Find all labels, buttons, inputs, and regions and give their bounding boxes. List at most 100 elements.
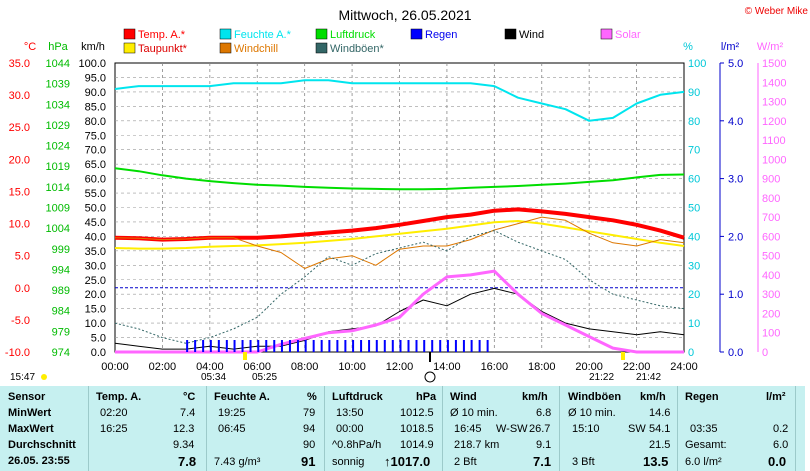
pres-avg-label: ^0.8hPa/h	[332, 439, 382, 451]
tick-wind-13: 35.0	[85, 246, 106, 258]
wind-avg-label: 218.7 km	[454, 439, 500, 451]
hum-header: Feuchte A.	[214, 391, 270, 403]
legend-label-1: Feuchte A.*	[234, 29, 292, 41]
tick-x-5: 10:00	[338, 361, 366, 373]
tick-solar-11: 400	[762, 270, 780, 282]
sunset-marker-icon	[621, 352, 625, 360]
rain-bar-6-1	[265, 340, 268, 352]
moonset-time: 21:42	[636, 372, 661, 383]
pres-max: 1018.5	[400, 423, 434, 435]
tick-wind-10: 50.0	[85, 203, 106, 215]
legend-label-7: Windchill	[234, 43, 278, 55]
rain-max-time: 03:35	[690, 423, 718, 435]
now-sun-icon	[41, 374, 47, 380]
tick-pressure-5: 1019	[46, 161, 70, 173]
tick-solar-12: 300	[762, 289, 780, 301]
tick-pressure-13: 979	[52, 326, 70, 338]
series-line-7	[115, 269, 684, 354]
tick-temp-4: 15.0	[9, 186, 30, 198]
tick-pressure-12: 984	[52, 306, 70, 318]
tick-humidity-10: 0	[688, 347, 694, 359]
gust-max-time: 15:10	[572, 423, 600, 435]
legend-label-3: Regen	[425, 29, 457, 41]
wind-now-label: 2 Bft	[454, 456, 477, 468]
rain-bar-12-1	[407, 340, 410, 352]
series-line-4	[114, 167, 685, 191]
rain-bar-3-2	[202, 340, 205, 352]
series-line-5	[114, 287, 685, 350]
tick-wind-20: 0.0	[91, 347, 106, 359]
rain-bar-8-0	[304, 340, 307, 352]
rain-bar-12-0	[399, 340, 402, 352]
tick-pressure-0: 1044	[46, 58, 70, 70]
legend-swatch-5	[600, 28, 613, 40]
tick-rain-3: 2.0	[728, 231, 743, 243]
gust-unit: km/h	[640, 391, 666, 403]
wind-max-time: 16:45	[454, 423, 482, 435]
rain-bar-11-0	[375, 340, 378, 352]
rain-bar-5-0	[233, 340, 236, 352]
rain-bar-12-2	[415, 340, 418, 352]
tick-solar-1: 1400	[762, 77, 786, 89]
statistics-table: Sensor MinWert MaxWert Durchschnitt 26.0…	[0, 386, 805, 471]
gust-avg: 21.5	[649, 439, 671, 451]
series-line-1	[114, 220, 685, 250]
axis-unit-wind: km/h	[81, 41, 105, 53]
temp-avg: 9.34	[173, 439, 195, 451]
wind-now: 7.1	[533, 454, 552, 469]
temp-min: 7.4	[180, 407, 196, 419]
tick-solar-6: 900	[762, 174, 780, 186]
tick-temp-2: 25.0	[9, 122, 30, 134]
rain-bar-5-2	[249, 340, 252, 352]
row-label-min: MinWert	[8, 407, 52, 419]
sunrise-time: 05:34	[201, 372, 226, 383]
tick-humidity-0: 100	[688, 58, 706, 70]
tick-temp-8: -5.0	[11, 315, 30, 327]
tick-solar-5: 1000	[762, 154, 786, 166]
tick-wind-0: 100.0	[78, 58, 106, 70]
rain-unit: l/m²	[766, 391, 786, 403]
tick-x-6: 12:00	[386, 361, 414, 373]
row-label-sensor: Sensor	[8, 391, 46, 403]
legend-label-0: Temp. A.*	[138, 29, 186, 41]
tick-solar-2: 1300	[762, 97, 786, 109]
legend-swatch-6	[123, 42, 136, 54]
rain-now: 0.0	[768, 454, 787, 469]
gust-now-label: 3 Bft	[572, 456, 595, 468]
tick-pressure-3: 1029	[46, 120, 70, 132]
tick-pressure-9: 999	[52, 244, 70, 256]
clock-icon	[424, 371, 436, 383]
wind-unit: km/h	[522, 391, 548, 403]
tick-solar-7: 800	[762, 193, 780, 205]
wind-max-dir: W-SW	[496, 423, 528, 435]
sunset-time: 21:22	[589, 372, 614, 383]
tick-x-3: 06:00	[243, 361, 271, 373]
rain-bar-14-0	[446, 340, 449, 352]
tick-pressure-2: 1034	[46, 99, 70, 111]
temp-max: 12.3	[173, 423, 195, 435]
pres-header: Luftdruck	[332, 391, 383, 403]
legend-label-4: Wind	[519, 29, 544, 41]
tick-pressure-11: 989	[52, 285, 70, 297]
rain-bar-4-2	[225, 340, 228, 352]
temp-min-time: 02:20	[100, 407, 128, 419]
tick-wind-9: 55.0	[85, 188, 106, 200]
temp-unit: °C	[183, 391, 196, 403]
hum-min-time: 19:25	[218, 407, 246, 419]
rain-bar-6-0	[257, 340, 260, 352]
now-time: 15:47	[10, 372, 35, 383]
tick-rain-0: 5.0	[728, 58, 743, 70]
legend-swatch-8	[315, 42, 328, 54]
tick-rain-1: 4.0	[728, 116, 743, 128]
pres-min-time: 13:50	[336, 407, 364, 419]
rain-bar-11-2	[391, 340, 394, 352]
tick-pressure-14: 974	[52, 347, 70, 359]
tick-humidity-9: 10	[688, 318, 700, 330]
rain-bar-13-1	[431, 340, 434, 352]
rain-bar-8-1	[312, 340, 315, 352]
hum-now: 91	[301, 454, 316, 469]
moonrise-time: 05:25	[252, 372, 277, 383]
pres-now: ↑1017.0	[384, 454, 431, 469]
tick-humidity-5: 50	[688, 203, 700, 215]
hum-avg: 90	[303, 439, 316, 451]
